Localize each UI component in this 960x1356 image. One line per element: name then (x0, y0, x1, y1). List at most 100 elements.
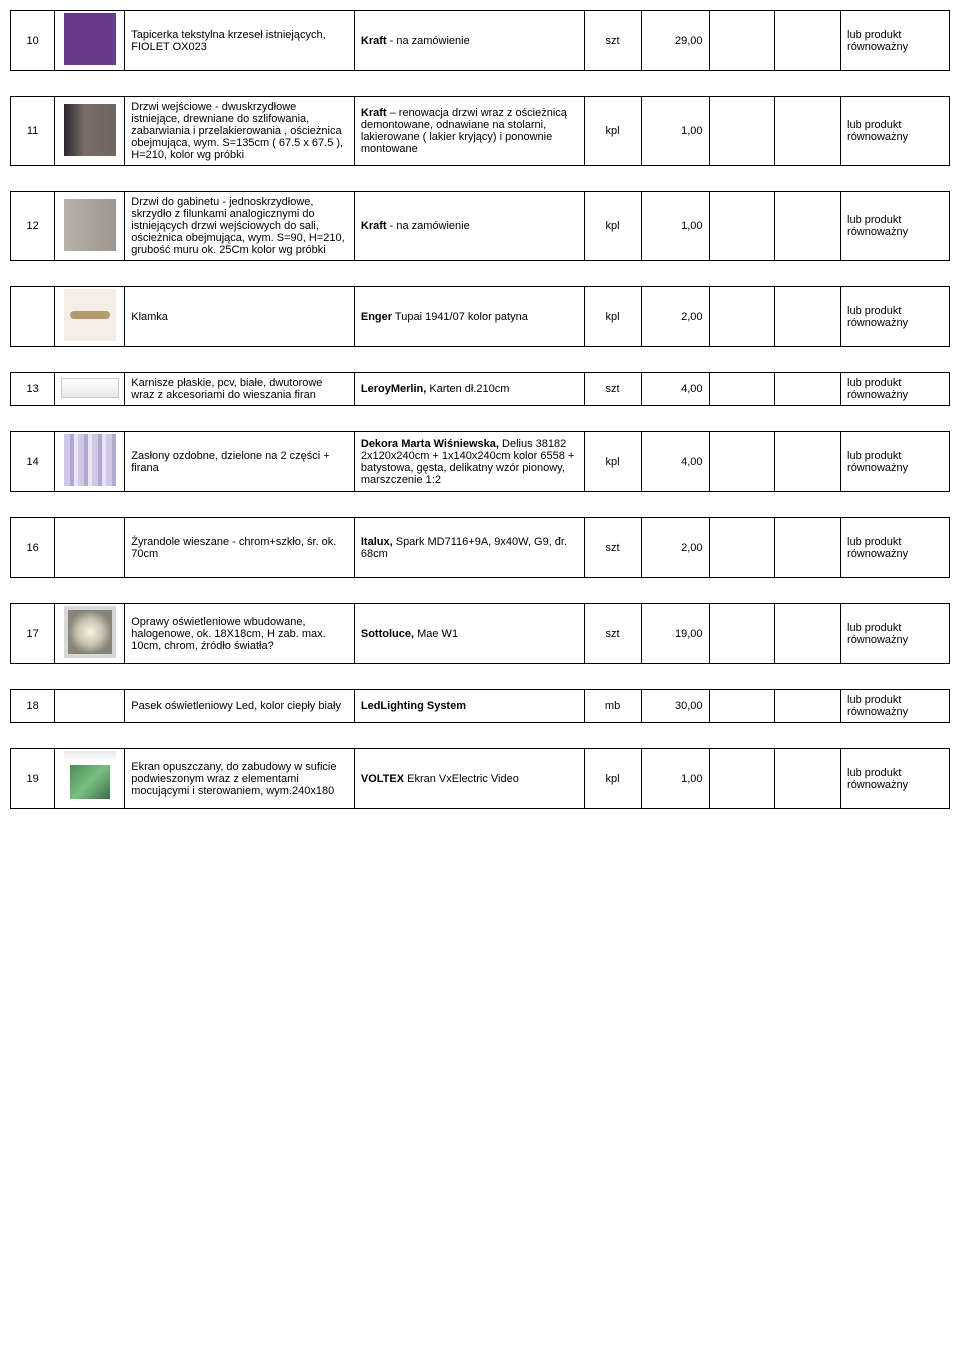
row-number: 12 (11, 192, 55, 261)
row-number: 16 (11, 518, 55, 578)
row-equivalent: lub produkt równoważny (841, 432, 950, 492)
row-quantity: 1,00 (641, 97, 709, 166)
spec-rest: Karten dł.210cm (426, 383, 509, 395)
spec-rest: Spark MD7116+9A, 9x40W, G9, đr. 68cm (361, 536, 567, 560)
product-row: 10Tapicerka tekstylna krzeseł istniejący… (10, 10, 950, 71)
row-quantity: 19,00 (641, 604, 709, 664)
row-unit: szt (584, 518, 641, 578)
row-blank (775, 192, 841, 261)
row-quantity: 4,00 (641, 432, 709, 492)
row-blank (775, 11, 841, 71)
row-blank (775, 373, 841, 406)
row-number: 17 (11, 604, 55, 664)
spec-rest: - na zamówienie (387, 35, 470, 47)
product-tables: 10Tapicerka tekstylna krzeseł istniejący… (10, 10, 950, 809)
row-unit: szt (584, 11, 641, 71)
row-blank (775, 518, 841, 578)
row-description: Drzwi wejściowe - dwuskrzydłowe istnieją… (125, 97, 355, 166)
row-unit: szt (584, 604, 641, 664)
row-unit: kpl (584, 287, 641, 347)
row-thumbnail (55, 192, 125, 261)
row-number (11, 287, 55, 347)
row-blank (709, 432, 775, 492)
spec-rest: Ekran VxElectric Video (404, 773, 519, 785)
row-thumbnail (55, 690, 125, 723)
row-description: Żyrandole wieszane - chrom+szkło, śr. ok… (125, 518, 355, 578)
row-description: Karnisze płaskie, pcv, białe, dwutorowe … (125, 373, 355, 406)
spec-rest: - na zamówienie (387, 220, 470, 232)
spec-bold: Enger (361, 311, 392, 323)
row-thumbnail (55, 749, 125, 809)
row-thumbnail (55, 432, 125, 492)
spec-bold: VOLTEX (361, 773, 404, 785)
row-blank (775, 604, 841, 664)
thumbnail-swatch (64, 104, 116, 156)
thumbnail-swatch (64, 606, 116, 658)
product-row: 13 Karnisze płaskie, pcv, białe, dwutorow… (10, 372, 950, 406)
spec-bold: LeroyMerlin, (361, 383, 426, 395)
row-specification: LedLighting System (354, 690, 584, 723)
row-description: Ekran opuszczany, do zabudowy w suficie … (125, 749, 355, 809)
product-row: 14Zasłony ozdobne, dzielone na 2 części … (10, 431, 950, 492)
row-specification: Enger Tupai 1941/07 kolor patyna (354, 287, 584, 347)
thumbnail-swatch (64, 434, 116, 486)
row-thumbnail (55, 97, 125, 166)
row-number: 18 (11, 690, 55, 723)
product-row: 16 Żyrandole wieszane - chrom+szkło, śr. … (10, 517, 950, 578)
row-specification: Kraft - na zamówienie (354, 11, 584, 71)
row-quantity: 29,00 (641, 11, 709, 71)
row-unit: kpl (584, 749, 641, 809)
spec-rest: Tupai 1941/07 kolor patyna (392, 311, 528, 323)
thumbnail-swatch (64, 751, 116, 803)
row-blank (709, 11, 775, 71)
row-thumbnail (55, 11, 125, 71)
spec-bold: LedLighting System (361, 700, 466, 712)
row-blank (709, 690, 775, 723)
row-blank (775, 97, 841, 166)
row-quantity: 1,00 (641, 192, 709, 261)
thumbnail-swatch (61, 378, 119, 398)
row-description: Pasek oświetleniowy Led, kolor ciepły bi… (125, 690, 355, 723)
thumbnail-swatch (64, 289, 116, 341)
row-description: Oprawy oświetleniowe wbudowane, halogeno… (125, 604, 355, 664)
row-blank (709, 192, 775, 261)
row-specification: Sottoluce, Mae W1 (354, 604, 584, 664)
product-row: 12Drzwi do gabinetu - jednoskrzydłowe, s… (10, 191, 950, 261)
row-quantity: 4,00 (641, 373, 709, 406)
thumbnail-swatch (64, 199, 116, 251)
row-blank (709, 97, 775, 166)
spec-bold: Kraft (361, 220, 387, 232)
row-quantity: 2,00 (641, 518, 709, 578)
row-specification: Dekora Marta Wiśniewska, Delius 38182 2x… (354, 432, 584, 492)
product-row: KlamkaEnger Tupai 1941/07 kolor patynakp… (10, 286, 950, 347)
row-equivalent: lub produkt równoważny (841, 604, 950, 664)
spec-bold: Kraft (361, 35, 387, 47)
row-quantity: 30,00 (641, 690, 709, 723)
row-description: Klamka (125, 287, 355, 347)
row-blank (775, 690, 841, 723)
row-number: 10 (11, 11, 55, 71)
row-specification: VOLTEX Ekran VxElectric Video (354, 749, 584, 809)
spec-rest: – renowacja drzwi wraz z ościeżnicą demo… (361, 107, 567, 155)
row-blank (775, 749, 841, 809)
row-blank (709, 518, 775, 578)
row-equivalent: lub produkt równoważny (841, 287, 950, 347)
row-specification: Kraft – renowacja drzwi wraz z ościeżnic… (354, 97, 584, 166)
row-equivalent: lub produkt równoważny (841, 690, 950, 723)
thumbnail-swatch (64, 13, 116, 65)
row-description: Zasłony ozdobne, dzielone na 2 części + … (125, 432, 355, 492)
row-number: 13 (11, 373, 55, 406)
product-row: 19Ekran opuszczany, do zabudowy w sufici… (10, 748, 950, 809)
row-equivalent: lub produkt równoważny (841, 97, 950, 166)
thumbnail-swatch (64, 520, 116, 572)
row-equivalent: lub produkt równoważny (841, 749, 950, 809)
row-equivalent: lub produkt równoważny (841, 192, 950, 261)
row-thumbnail (55, 604, 125, 664)
row-equivalent: lub produkt równoważny (841, 11, 950, 71)
row-unit: szt (584, 373, 641, 406)
row-number: 11 (11, 97, 55, 166)
row-equivalent: lub produkt równoważny (841, 373, 950, 406)
row-unit: kpl (584, 97, 641, 166)
row-blank (775, 432, 841, 492)
row-equivalent: lub produkt równoważny (841, 518, 950, 578)
